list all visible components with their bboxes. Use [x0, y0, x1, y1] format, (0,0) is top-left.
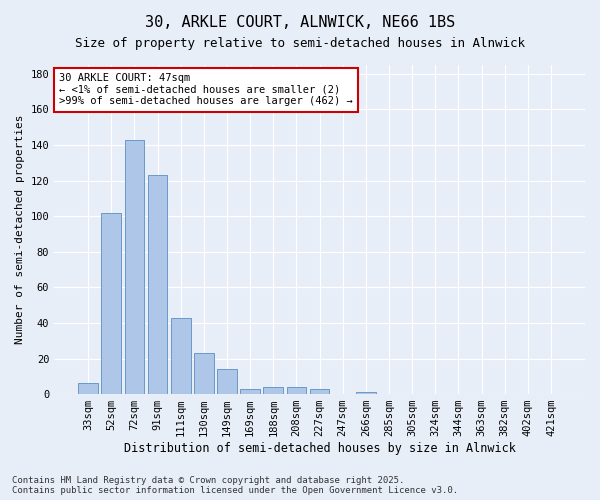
Bar [310, 388, 329, 394]
Y-axis label: Number of semi-detached properties: Number of semi-detached properties [15, 115, 25, 344]
Bar [171, 318, 191, 394]
Bar [148, 176, 167, 394]
Bar [217, 369, 237, 394]
Text: 30, ARKLE COURT, ALNWICK, NE66 1BS: 30, ARKLE COURT, ALNWICK, NE66 1BS [145, 15, 455, 30]
Bar [78, 384, 98, 394]
Text: Contains HM Land Registry data © Crown copyright and database right 2025.
Contai: Contains HM Land Registry data © Crown c… [12, 476, 458, 495]
Bar [125, 140, 144, 394]
Bar [101, 212, 121, 394]
Text: Size of property relative to semi-detached houses in Alnwick: Size of property relative to semi-detach… [75, 38, 525, 51]
X-axis label: Distribution of semi-detached houses by size in Alnwick: Distribution of semi-detached houses by … [124, 442, 515, 455]
Bar [241, 388, 260, 394]
Bar [287, 387, 306, 394]
Bar [194, 353, 214, 394]
Bar [356, 392, 376, 394]
Bar [263, 387, 283, 394]
Text: 30 ARKLE COURT: 47sqm
← <1% of semi-detached houses are smaller (2)
>99% of semi: 30 ARKLE COURT: 47sqm ← <1% of semi-deta… [59, 73, 353, 106]
